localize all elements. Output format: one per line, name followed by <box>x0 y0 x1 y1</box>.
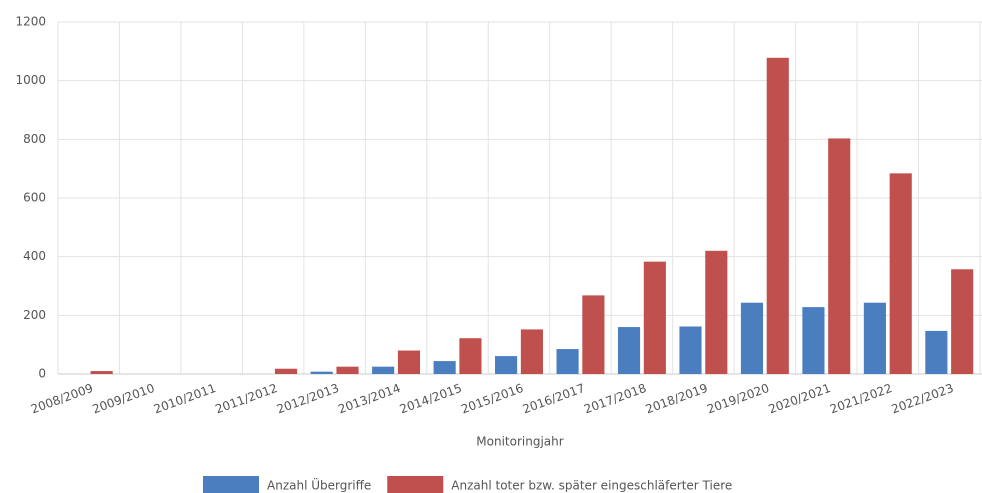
bar <box>372 366 395 374</box>
bar <box>828 138 851 374</box>
y-tick-label: 1000 <box>15 73 46 87</box>
bar <box>336 366 359 374</box>
bar <box>310 371 333 374</box>
x-tick-label: 2011/2012 <box>213 381 279 416</box>
y-tick-label: 400 <box>23 249 46 263</box>
x-tick-label: 2021/2022 <box>828 381 894 416</box>
x-tick-label: 2020/2021 <box>767 381 833 416</box>
x-axis-title: Monitoringjahr <box>476 435 563 449</box>
x-tick-label: 2014/2015 <box>398 381 464 416</box>
x-tick-label: 2017/2018 <box>582 381 648 416</box>
x-tick-label: 2010/2011 <box>152 381 218 416</box>
y-tick-label: 0 <box>38 367 46 381</box>
y-tick-label: 800 <box>23 132 46 146</box>
bar <box>951 269 974 374</box>
x-tick-label: 2022/2023 <box>890 381 956 416</box>
bar <box>90 371 113 374</box>
bar <box>520 329 543 374</box>
bar <box>617 327 641 374</box>
x-tick-label: 2015/2016 <box>459 381 525 416</box>
x-tick-label: 2018/2019 <box>644 381 710 416</box>
legend-label: Anzahl Übergriffe <box>267 477 371 493</box>
bar <box>556 349 579 374</box>
bar <box>397 350 421 374</box>
bar <box>925 330 948 374</box>
x-tick-label: 2012/2013 <box>275 381 341 416</box>
bar <box>643 261 666 374</box>
y-tick-label: 200 <box>23 308 46 322</box>
legend-swatch <box>203 476 259 493</box>
bar <box>766 57 789 374</box>
x-tick-label: 2008/2009 <box>29 381 95 416</box>
bar <box>433 361 456 374</box>
bar <box>863 302 886 374</box>
x-tick-label: 2009/2010 <box>90 381 156 416</box>
x-tick-label: 2019/2020 <box>705 381 771 416</box>
bar <box>679 326 702 374</box>
legend-label: Anzahl toter bzw. später eingeschläferte… <box>451 479 732 493</box>
y-tick-label: 1200 <box>15 15 46 29</box>
bar <box>582 295 605 374</box>
bar <box>889 173 912 374</box>
bar <box>740 302 764 374</box>
x-tick-label: 2013/2014 <box>336 381 402 416</box>
bar <box>495 356 518 374</box>
bar <box>705 250 728 374</box>
bar <box>274 368 298 374</box>
y-tick-label: 600 <box>23 191 46 205</box>
x-tick-label: 2016/2017 <box>521 381 587 416</box>
legend-swatch <box>387 476 444 493</box>
bar <box>459 338 482 374</box>
bar <box>802 307 825 374</box>
